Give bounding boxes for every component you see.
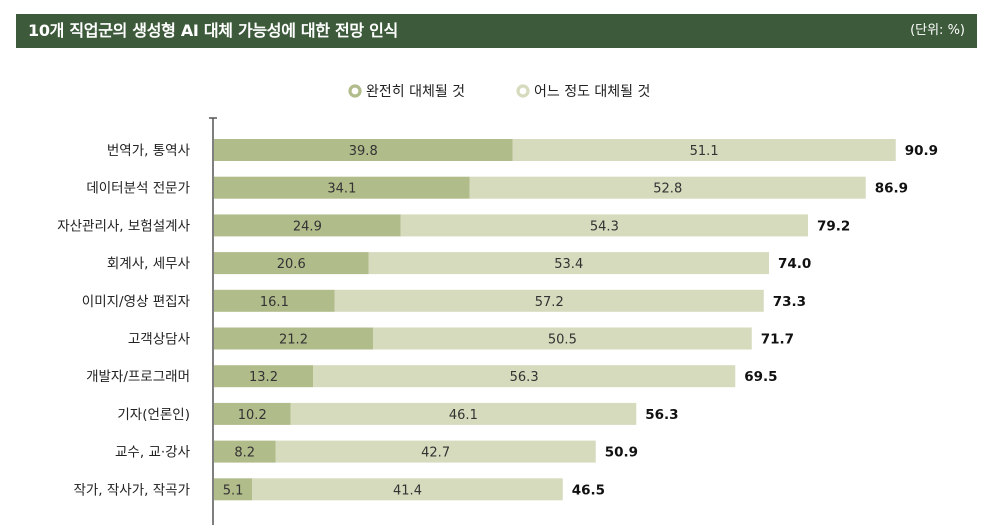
- bar-value-label: 51.1: [690, 144, 719, 159]
- bar-segment: [252, 478, 563, 501]
- bar-segment: [214, 440, 276, 463]
- category-label: 기자(언론인): [117, 407, 190, 423]
- bar-segment: [214, 252, 369, 275]
- category-label: 교수, 교·강사: [115, 445, 191, 461]
- bar-value-label: 34.1: [327, 182, 356, 197]
- bar-value-label: 56.3: [510, 370, 539, 385]
- bar-total-label: 46.5: [572, 482, 605, 498]
- bar-value-label: 20.6: [277, 257, 306, 272]
- bar-total-label: 86.9: [875, 181, 908, 197]
- bar-segment: [512, 139, 896, 161]
- bar-segment: [368, 252, 769, 275]
- bar-total-label: 90.9: [905, 143, 938, 159]
- bar-value-label: 42.7: [421, 446, 450, 461]
- bar-value-label: 50.5: [548, 333, 577, 348]
- bar-segment: [400, 214, 808, 237]
- legend-marker: [516, 84, 530, 98]
- bar-value-label: 13.2: [249, 370, 278, 385]
- unit-label: (단위: %): [910, 23, 965, 38]
- bar-total-label: 71.7: [761, 332, 794, 348]
- bar-value-label: 46.1: [449, 408, 478, 423]
- legend-label: 완전히 대체될 것: [366, 84, 465, 100]
- category-label: 작가, 작사가, 작곡가: [73, 482, 190, 498]
- bar-value-label: 41.4: [393, 483, 422, 498]
- bar-total-label: 56.3: [645, 407, 678, 423]
- bar-total-label: 79.2: [817, 218, 850, 234]
- chart-title: 10개 직업군의 생성형 AI 대체 가능성에 대한 전망 인식: [28, 21, 398, 40]
- legend-label: 어느 정도 대체될 것: [534, 84, 650, 100]
- bar-value-label: 8.2: [234, 446, 255, 461]
- bar-segment: [214, 327, 373, 350]
- bar-segment: [214, 139, 513, 161]
- bar-segment: [290, 402, 637, 425]
- bar-segment: [373, 327, 752, 350]
- category-label: 이미지/영상 편집자: [82, 294, 191, 310]
- bar-segment: [275, 440, 596, 463]
- bar-total-label: 69.5: [744, 369, 777, 385]
- bar-total-label: 74.0: [778, 256, 811, 272]
- bar-value-label: 53.4: [554, 257, 583, 272]
- bar-segment: [313, 365, 736, 388]
- bar-value-label: 21.2: [279, 333, 308, 348]
- category-label: 개발자/프로그래머: [86, 369, 190, 385]
- bar-segment: [469, 176, 866, 199]
- bar-value-label: 24.9: [293, 219, 322, 234]
- bar-total-label: 50.9: [605, 445, 638, 461]
- legend-marker: [348, 84, 362, 98]
- bar-segment: [214, 478, 253, 501]
- bar-value-label: 57.2: [535, 295, 564, 310]
- bar-segment: [214, 289, 335, 312]
- bar-segment: [214, 176, 470, 199]
- bar-value-label: 5.1: [223, 483, 244, 498]
- bar-value-label: 54.3: [590, 219, 619, 234]
- bar-value-label: 39.8: [349, 144, 378, 159]
- category-label: 자산관리사, 보험설계사: [57, 218, 190, 234]
- category-label: 회계사, 세무사: [107, 256, 191, 272]
- bar-total-label: 73.3: [773, 294, 806, 310]
- bar-segment: [334, 289, 764, 312]
- bar-segment: [214, 214, 401, 237]
- category-label: 번역가, 통역사: [107, 143, 191, 159]
- category-label: 고객상담사: [128, 332, 191, 348]
- bar-value-label: 16.1: [260, 295, 289, 310]
- bar-segment: [214, 402, 291, 425]
- bar-value-label: 52.8: [653, 182, 682, 197]
- bar-segment: [214, 365, 313, 388]
- bar-value-label: 10.2: [238, 408, 267, 423]
- chart-header: 10개 직업군의 생성형 AI 대체 가능성에 대한 전망 인식 (단위: %): [16, 14, 977, 48]
- category-label: 데이터분석 전문가: [86, 181, 190, 197]
